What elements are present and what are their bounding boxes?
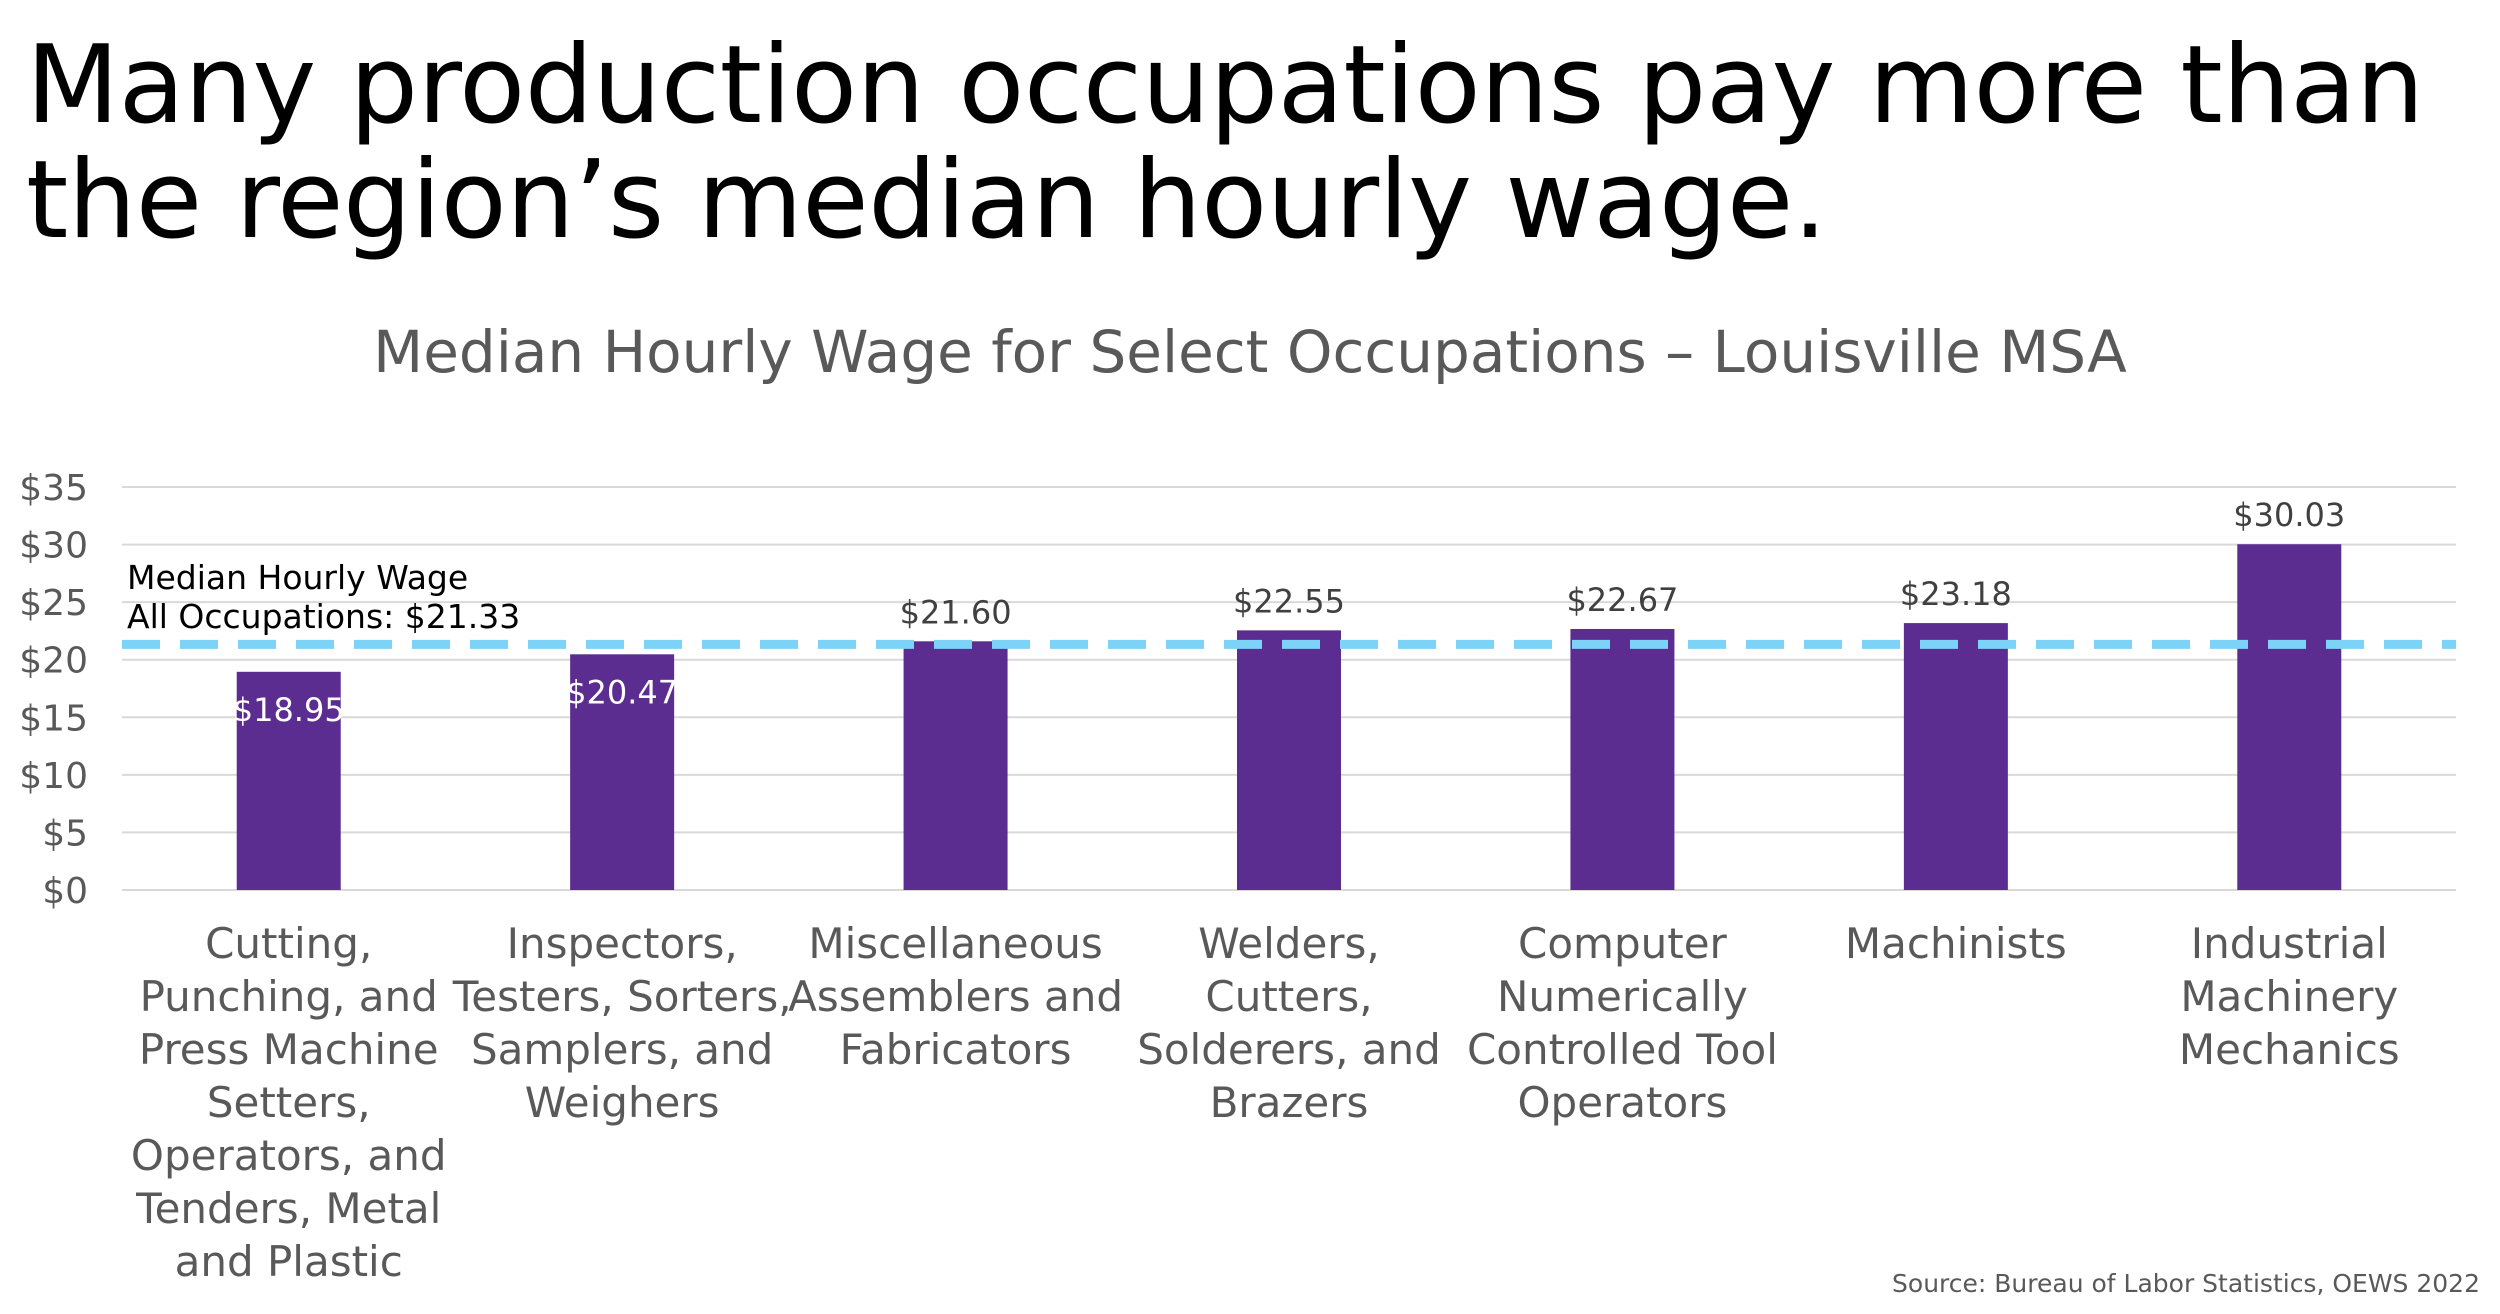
x-tick-label: Cutting, [205,919,372,968]
reference-line-label: Median Hourly Wage [127,558,468,597]
y-tick-label: $20 [19,641,88,682]
x-tick-label: Computer [1518,919,1728,968]
bar [1237,630,1341,890]
y-tick-label: $0 [42,871,88,912]
y-tick-label: $25 [19,583,88,624]
slide-title-line-2: the region’s median hourly wage. [26,138,1827,263]
reference-line-label: All Occupations: $21.33 [127,597,520,636]
slide-title-line-1: Many production occupations pay more tha… [26,23,2424,148]
bar [903,641,1008,890]
x-tick-label: Machinery [2180,972,2398,1021]
x-tick-label: Brazers [1210,1078,1369,1127]
bar [1903,623,2008,890]
x-tick-label: Controlled Tool [1467,1025,1778,1074]
chart-title: Median Hourly Wage for Select Occupation… [373,318,2127,386]
x-tick-label: Inspectors, [507,919,738,968]
value-labels: $18.95 $20.47 $21.60 $22.55 $22.67 $23.18 $30.… [233,496,2346,729]
x-tick-label: Weighers [525,1078,720,1127]
y-axis: $0 $5 $10 $15 $20 $25 $30 $35 [19,468,88,912]
x-tick-label: Samplers, and [471,1025,773,1074]
x-tick-label: Numerically [1497,972,1748,1021]
data-label: $23.18 [1900,575,2012,613]
bar [570,654,675,890]
x-tick-label: Setters, [207,1078,371,1127]
data-label: $22.55 [1233,582,1345,620]
x-tick-label: Operators [1517,1078,1727,1127]
source-note: Source: Bureau of Labor Statistics, OEWS… [1892,1269,2480,1298]
y-tick-label: $35 [19,468,88,509]
data-label: $21.60 [900,593,1012,631]
data-label: $30.03 [2233,496,2345,534]
y-tick-label: $30 [19,526,88,567]
x-tick-label: Assemblers and [788,972,1123,1021]
x-tick-label: and Plastic [175,1237,403,1286]
y-tick-label: $5 [42,813,88,854]
x-tick-label: Mechanics [2179,1025,2400,1074]
x-tick-label: Fabricators [840,1025,1072,1074]
x-tick-label: Machinists [1845,919,2067,968]
x-tick-label: Press Machine [139,1025,439,1074]
y-tick-label: $10 [19,756,88,797]
data-label: $18.95 [233,691,345,729]
slide-title: Many production occupations pay more tha… [26,28,2466,258]
x-tick-label: Welders, [1198,919,1380,968]
x-tick-label: Solderers, and [1137,1025,1441,1074]
bar [1570,628,1675,890]
x-tick-label: Industrial [2191,919,2388,968]
bars [236,544,2342,890]
data-label: $22.67 [1566,581,1678,619]
x-tick-label: Operators, and [131,1131,447,1180]
x-tick-label: Testers, Sorters, [452,972,792,1021]
bar [2237,544,2342,890]
data-label: $20.47 [566,673,678,711]
x-tick-label: Punching, and [140,972,438,1021]
x-tick-label: Miscellaneous [808,919,1102,968]
bar [236,671,341,890]
x-tick-label: Tenders, Metal [135,1184,441,1233]
x-tick-label: Cutters, [1205,972,1372,1021]
y-tick-label: $15 [19,698,88,739]
